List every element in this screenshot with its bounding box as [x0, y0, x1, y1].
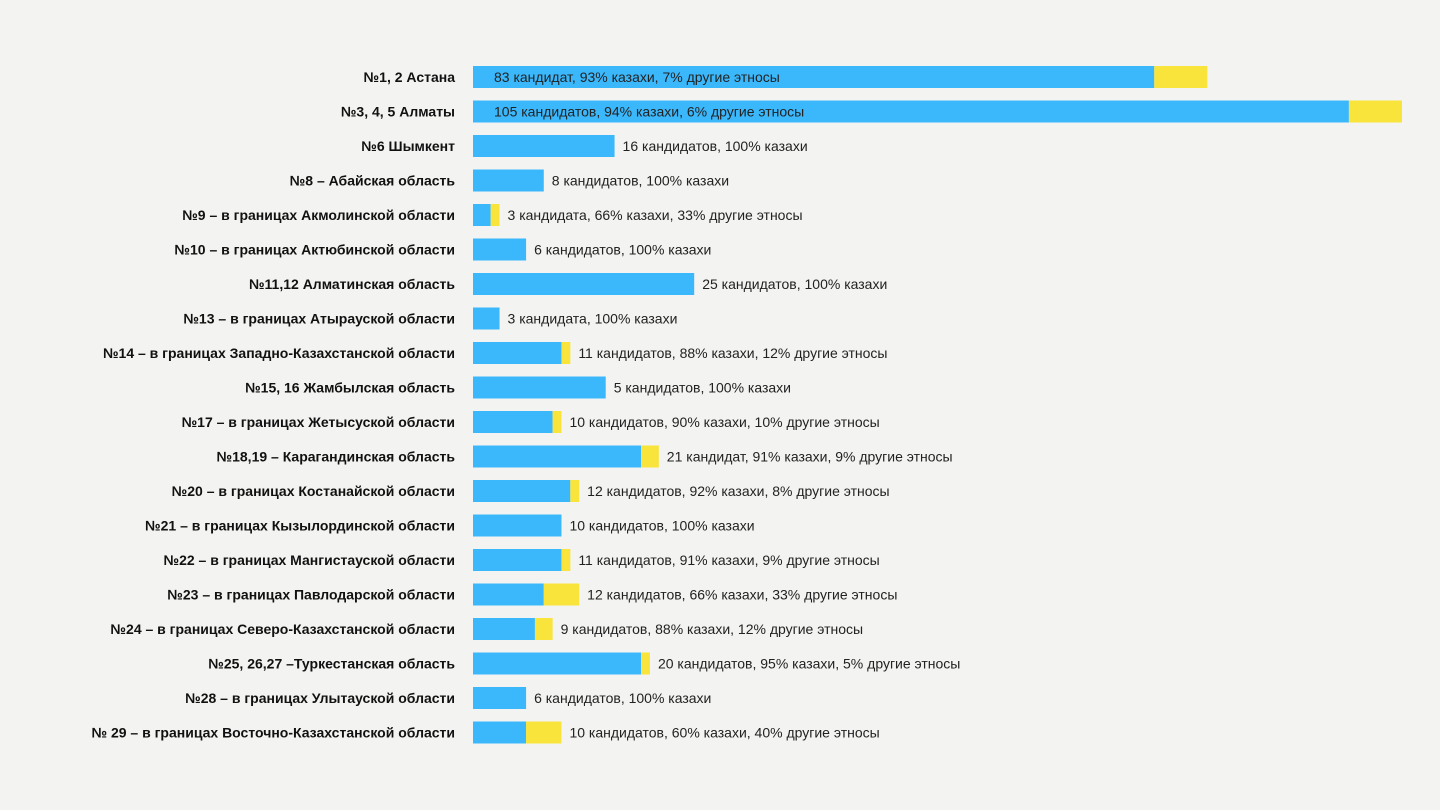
category-label: №13 – в границах Атырауской области: [183, 311, 455, 327]
category-label: №23 – в границах Павлодарской области: [167, 587, 455, 603]
bar-annotation: 5 кандидатов, 100% казахи: [614, 380, 791, 396]
bar-segment-kazakh: [473, 238, 527, 261]
bar-segment-kazakh: [473, 652, 642, 675]
category-label: №15, 16 Жамбылская область: [245, 380, 455, 396]
bar-row: №14 – в границах Западно-Казахстанской о…: [103, 342, 888, 364]
bar-segment-other: [534, 618, 553, 640]
category-label: №9 – в границах Акмолинской области: [182, 207, 455, 223]
category-label: №3, 4, 5 Алматы: [341, 104, 455, 120]
bar-row: №21 – в границах Кызылординской области 1…: [145, 514, 755, 537]
bar-segment-kazakh: [473, 480, 571, 502]
bar-annotation: 11 кандидатов, 88% казахи, 12% другие эт…: [578, 345, 887, 361]
bar-segment-other: [543, 583, 580, 606]
bar-segment-kazakh: [473, 376, 606, 399]
bar-row: №17 – в границах Жетысуской области 10 ка…: [182, 411, 880, 433]
category-label: №14 – в границах Западно-Казахстанской о…: [103, 345, 455, 361]
bar-row: №22 – в границах Мангистауской области 11…: [163, 549, 880, 571]
bar-segment-kazakh: [473, 445, 642, 468]
bar-annotation: 6 кандидатов, 100% казахи: [534, 242, 711, 258]
bar-row: №10 – в границах Актюбинской области 6 ка…: [174, 238, 711, 261]
bar-segment-other: [641, 445, 659, 468]
category-label: № 29 – в границах Восточно-Казахстанской…: [91, 725, 455, 741]
category-label: №20 – в границах Костанайской области: [172, 483, 455, 499]
bar-segment-kazakh: [473, 66, 1155, 88]
bar-annotation: 105 кандидатов, 94% казахи, 6% другие эт…: [494, 104, 804, 120]
bar-row: №18,19 – Карагандинская область 21 кандид…: [217, 445, 953, 468]
bar-annotation: 10 кандидатов, 100% казахи: [569, 518, 754, 534]
bar-segment-kazakh: [473, 204, 491, 226]
category-label: №21 – в границах Кызылординской области: [145, 518, 455, 534]
bar-segment-other: [490, 204, 500, 226]
bar-segment-kazakh: [473, 411, 553, 433]
bar-segment-kazakh: [473, 273, 695, 295]
category-label: №22 – в границах Мангистауской области: [163, 552, 455, 568]
category-label: №6 Шымкент: [361, 138, 455, 154]
bar-segment-other: [552, 411, 562, 433]
bar-annotation: 3 кандидата, 66% казахи, 33% другие этно…: [508, 207, 803, 223]
bar-segment-other: [1154, 66, 1208, 88]
bar-annotation: 12 кандидатов, 66% казахи, 33% другие эт…: [587, 587, 897, 603]
bar-annotation: 10 кандидатов, 90% казахи, 10% другие эт…: [569, 414, 879, 430]
category-label: №17 – в границах Жетысуской области: [182, 414, 455, 430]
bar-segment-kazakh: [473, 342, 562, 364]
bar-row: №1, 2 Астана 83 кандидат, 93% казахи, 7% …: [364, 66, 1208, 88]
bar-segment-other: [561, 549, 571, 571]
bar-segment-other: [570, 480, 580, 502]
bar-segment-kazakh: [473, 687, 527, 709]
bar-row: №25, 26,27 –Туркестанская область 20 канд…: [208, 652, 960, 675]
bar-segment-kazakh: [473, 169, 544, 192]
bar-annotation: 3 кандидата, 100% казахи: [508, 311, 678, 327]
bar-annotation: 20 кандидатов, 95% казахи, 5% другие этн…: [658, 656, 960, 672]
bar-segment-other: [526, 721, 562, 744]
bar-annotation: 12 кандидатов, 92% казахи, 8% другие этн…: [587, 483, 889, 499]
bar-annotation: 25 кандидатов, 100% казахи: [702, 276, 887, 292]
category-label: №28 – в границах Улытауской области: [185, 690, 455, 706]
category-label: №18,19 – Карагандинская область: [217, 449, 456, 465]
bar-row: №15, 16 Жамбылская область 5 кандидатов, …: [245, 376, 791, 399]
bar-annotation: 8 кандидатов, 100% казахи: [552, 173, 729, 189]
bar-row: №24 – в границах Северо-Казахстанской об…: [110, 618, 863, 640]
bar-segment-kazakh: [473, 307, 500, 330]
category-label: №25, 26,27 –Туркестанская область: [208, 656, 455, 672]
bar-row: №8 – Абайская область 8 кандидатов, 100% …: [290, 169, 729, 192]
bar-row: №23 – в границах Павлодарской области 12 …: [167, 583, 897, 606]
bar-segment-kazakh: [473, 514, 562, 537]
bar-annotation: 10 кандидатов, 60% казахи, 40% другие эт…: [569, 725, 879, 741]
bar-segment-other: [641, 652, 650, 675]
bar-annotation: 83 кандидат, 93% казахи, 7% другие этнос…: [494, 69, 780, 85]
bar-segment-kazakh: [473, 549, 562, 571]
category-label: №11,12 Алматинская область: [249, 276, 455, 292]
bar-row: №13 – в границах Атырауской области 3 кан…: [183, 307, 678, 330]
bar-row: №9 – в границах Акмолинской области 3 кан…: [182, 204, 803, 226]
bar-annotation: 6 кандидатов, 100% казахи: [534, 690, 711, 706]
bar-segment-kazakh: [473, 100, 1349, 123]
bar-annotation: 16 кандидатов, 100% казахи: [623, 138, 808, 154]
bar-segment-kazakh: [473, 583, 544, 606]
bar-annotation: 21 кандидат, 91% казахи, 9% другие этнос…: [667, 449, 953, 465]
bar-row: № 29 – в границах Восточно-Казахстанской…: [91, 721, 880, 744]
bar-row: №28 – в границах Улытауской области 6 кан…: [185, 687, 711, 709]
bar-segment-kazakh: [473, 721, 527, 744]
category-label: №8 – Абайская область: [290, 173, 456, 189]
bar-row: №20 – в границах Костанайской области 12 …: [172, 480, 890, 502]
bar-row: №11,12 Алматинская область 25 кандидатов,…: [249, 273, 887, 295]
bar-segment-other: [1348, 100, 1402, 123]
bar-row: №6 Шымкент 16 кандидатов, 100% казахи: [361, 135, 808, 157]
bar-segment-kazakh: [473, 618, 535, 640]
bar-annotation: 9 кандидатов, 88% казахи, 12% другие этн…: [561, 621, 863, 637]
category-label: №1, 2 Астана: [364, 69, 456, 85]
category-label: №24 – в границах Северо-Казахстанской об…: [110, 621, 455, 637]
bar-row: №3, 4, 5 Алматы 105 кандидатов, 94% казах…: [341, 100, 1402, 123]
bar-annotation: 11 кандидатов, 91% казахи, 9% другие этн…: [578, 552, 879, 568]
category-label: №10 – в границах Актюбинской области: [174, 242, 455, 258]
bar-segment-kazakh: [473, 135, 615, 157]
bar-segment-other: [561, 342, 571, 364]
